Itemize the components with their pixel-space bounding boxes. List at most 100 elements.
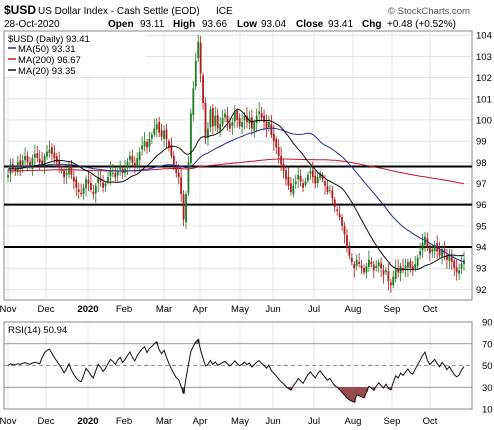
candle-body xyxy=(63,170,65,178)
candle-body xyxy=(172,155,175,165)
candle-body xyxy=(407,261,409,268)
candle-body xyxy=(292,185,295,195)
candle-body xyxy=(50,147,53,154)
candle-body xyxy=(224,113,226,118)
price-y-tick-label: 93 xyxy=(476,264,487,275)
candle-body xyxy=(170,144,173,156)
chg-label: Chg xyxy=(362,19,381,30)
candle-body xyxy=(107,177,109,182)
candle-body xyxy=(82,187,85,194)
legend-background xyxy=(6,32,146,76)
x-tick-label: Nov xyxy=(0,416,17,427)
candle-body xyxy=(238,118,241,127)
chg-value: +0.48 (+0.52%) xyxy=(387,19,456,30)
candle-body xyxy=(109,170,112,177)
candle-body xyxy=(104,183,107,187)
candle-body xyxy=(168,141,170,148)
candle-body xyxy=(65,172,68,175)
brand-label: © StockCharts.com xyxy=(388,6,470,17)
candle-body xyxy=(314,175,317,184)
symbol-label: $USD xyxy=(4,3,36,17)
candle-body xyxy=(355,259,358,266)
candle-body xyxy=(282,163,285,171)
x-tick-label: 2020 xyxy=(77,304,98,315)
candle-body xyxy=(46,151,48,157)
candle-body xyxy=(324,181,326,186)
x-tick-label: 2020 xyxy=(77,416,98,427)
candle-body xyxy=(280,155,283,165)
candle-body xyxy=(392,276,395,286)
close-value: 93.41 xyxy=(328,19,353,30)
candle-body xyxy=(299,175,302,182)
candle-body xyxy=(338,213,341,218)
ma200-line xyxy=(8,158,465,185)
candle-body xyxy=(163,130,165,139)
candle-body xyxy=(129,155,131,161)
candle-body xyxy=(85,179,87,189)
candle-body xyxy=(53,152,56,159)
x-tick-label: Apr xyxy=(193,416,208,427)
price-y-tick-label: 98 xyxy=(476,158,487,169)
candle-body xyxy=(133,163,136,167)
candle-body xyxy=(231,122,234,127)
candle-body xyxy=(199,42,202,74)
rsi-y-tick-label: 70 xyxy=(482,339,493,350)
candle-body xyxy=(80,192,83,195)
candle-body xyxy=(55,156,58,163)
legend-ma20: MA(20) 93.35 xyxy=(18,66,76,77)
rsi-y-tick-label: 50 xyxy=(482,361,493,372)
candle-body xyxy=(385,270,387,273)
candle-body xyxy=(263,115,265,123)
candle-body xyxy=(309,170,312,174)
candle-body xyxy=(397,268,400,273)
price-y-tick-label: 94 xyxy=(476,243,487,254)
candle-body xyxy=(387,271,390,281)
candle-body xyxy=(277,147,280,156)
low-label: Low xyxy=(237,19,257,30)
ma20-line xyxy=(7,108,465,271)
candle-body xyxy=(131,156,134,163)
candle-body xyxy=(453,260,456,269)
candle-body xyxy=(72,176,75,182)
rsi-line xyxy=(7,338,465,404)
candle-body xyxy=(155,124,158,130)
x-tick-label: Sep xyxy=(384,416,401,427)
rsi-legend-background xyxy=(6,324,80,336)
candle-body xyxy=(143,141,146,147)
x-tick-label: Oct xyxy=(423,304,438,315)
open-value: 93.11 xyxy=(140,19,165,30)
candle-body xyxy=(116,170,119,176)
candle-body xyxy=(31,158,34,170)
price-y-tick-label: 102 xyxy=(476,73,492,84)
candle-body xyxy=(153,128,156,135)
candle-body xyxy=(428,247,431,254)
price-candles xyxy=(7,34,465,293)
candle-body xyxy=(348,247,351,256)
candle-body xyxy=(216,115,219,129)
price-y-tick-label: 103 xyxy=(476,52,492,63)
candle-body xyxy=(141,145,144,150)
candle-body xyxy=(33,153,36,158)
price-y-tick-label: 104 xyxy=(476,31,492,42)
candle-body xyxy=(443,249,446,254)
candle-body xyxy=(138,151,141,161)
candle-body xyxy=(289,183,292,192)
candle-body xyxy=(350,257,353,262)
candle-body xyxy=(336,209,339,212)
candle-body xyxy=(446,254,448,260)
candle-body xyxy=(419,251,422,256)
candle-body xyxy=(377,261,380,267)
price-legend: $USD (Daily) 93.41 MA(50) 93.31 MA(200) … xyxy=(6,32,146,77)
candle-body xyxy=(255,115,258,123)
date-label: 28-Oct-2020 xyxy=(4,19,60,30)
candle-body xyxy=(394,268,397,280)
candle-body xyxy=(21,160,24,166)
x-tick-label: Jun xyxy=(265,416,280,427)
candle-body xyxy=(455,267,458,273)
candle-body xyxy=(187,162,190,193)
candle-body xyxy=(414,263,417,269)
high-value: 93.66 xyxy=(202,19,227,30)
candle-body xyxy=(353,264,356,269)
candle-body xyxy=(185,194,187,223)
candle-body xyxy=(97,177,100,184)
